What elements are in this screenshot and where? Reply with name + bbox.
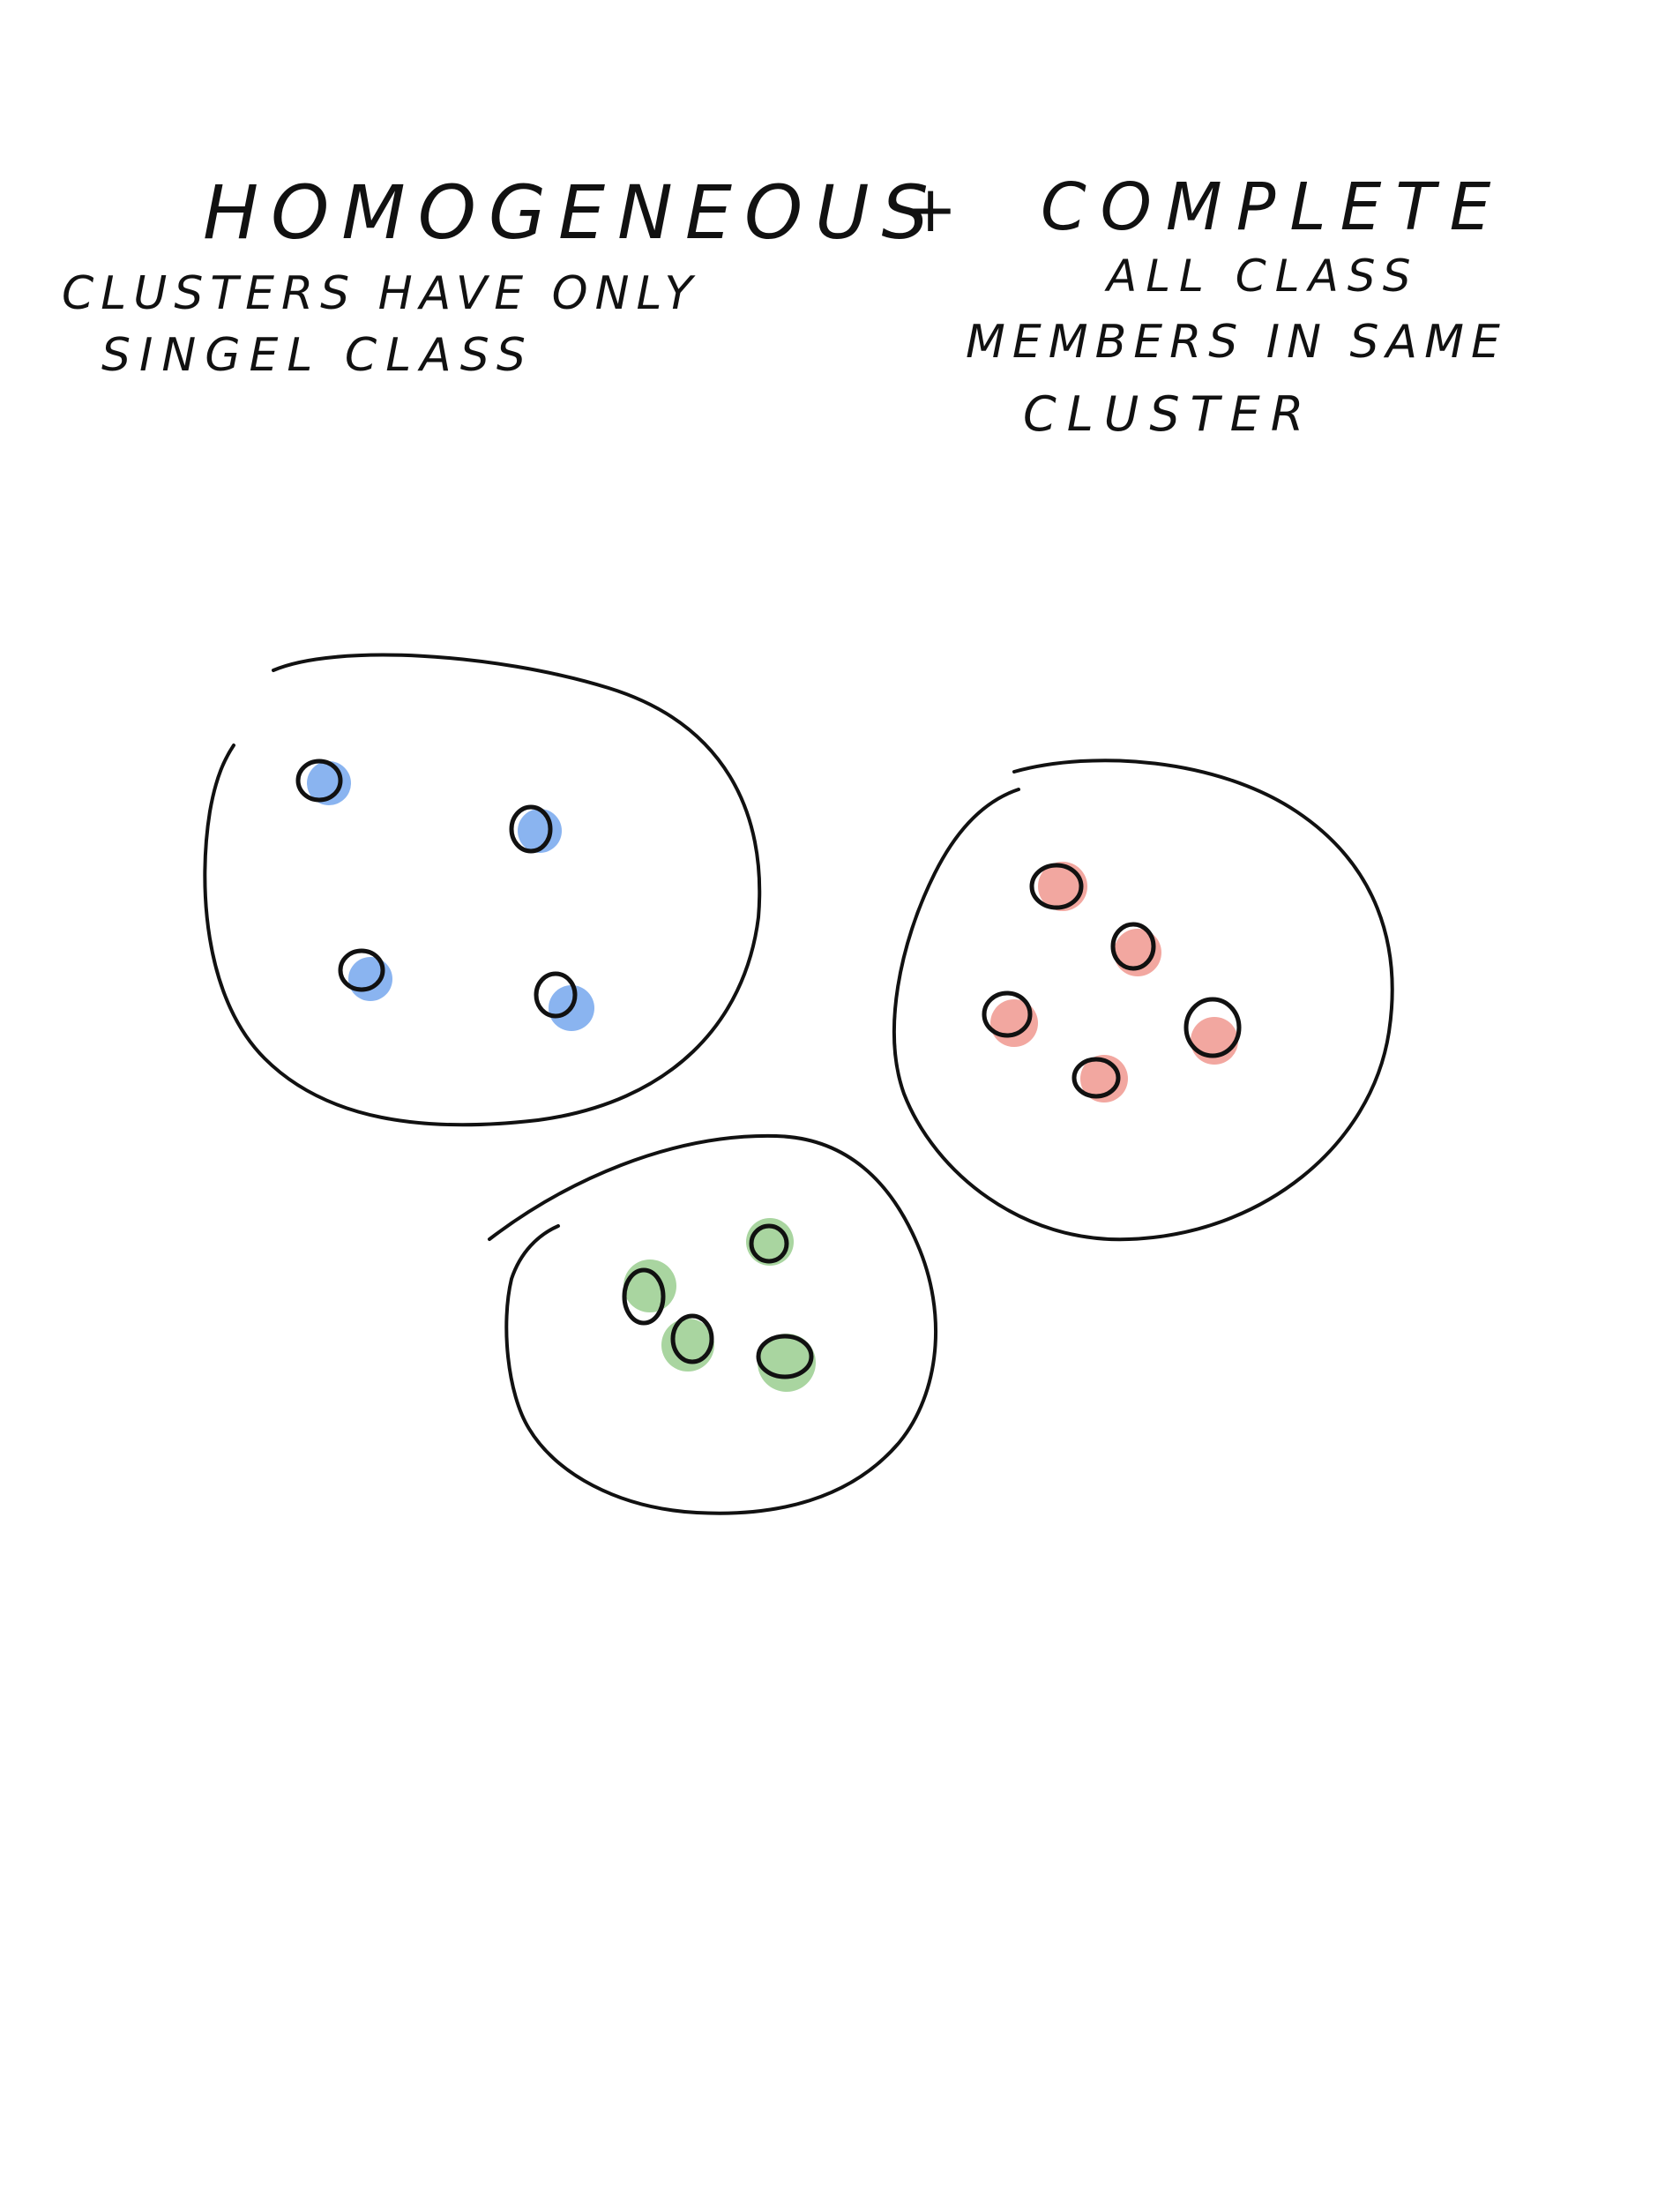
right-note-line-2: MEMBERS IN SAME [966, 316, 1507, 369]
red-point [1114, 929, 1161, 976]
title-homogeneous: HOMOGENEOUS [203, 169, 941, 256]
title-complete: COMPLETE [1041, 169, 1505, 245]
title-plus: + [904, 172, 957, 246]
red-cluster-outline [892, 759, 1394, 1242]
blue-point-ink [534, 971, 578, 1019]
left-note-line-2: SINGEL CLASS [101, 329, 534, 382]
green-point-ink [622, 1267, 666, 1326]
red-cluster [892, 759, 1394, 1242]
green-cluster [488, 1133, 937, 1515]
red-point-ink [1183, 997, 1242, 1058]
blue-cluster [203, 653, 762, 1127]
blue-cluster-outline [203, 653, 762, 1127]
red-point-ink [1071, 1057, 1121, 1099]
blue-point-ink [295, 759, 343, 803]
green-point [758, 1334, 816, 1392]
red-point-ink [1029, 863, 1084, 910]
red-point-ink [982, 990, 1033, 1038]
blue-point-ink [509, 804, 553, 854]
right-note-line-1: ALL CLASS [1104, 250, 1419, 302]
blue-point-ink [338, 948, 385, 992]
green-point-ink [670, 1313, 714, 1364]
green-point-ink [756, 1334, 814, 1379]
right-note-line-3: CLUSTER [1023, 386, 1314, 442]
blue-point [348, 957, 392, 1001]
red-point-ink [1110, 922, 1156, 971]
green-point-ink [749, 1223, 789, 1264]
green-cluster-outline [488, 1133, 937, 1515]
left-note-line-1: CLUSTERS HAVE ONLY [62, 267, 699, 320]
green-point [623, 1259, 676, 1312]
